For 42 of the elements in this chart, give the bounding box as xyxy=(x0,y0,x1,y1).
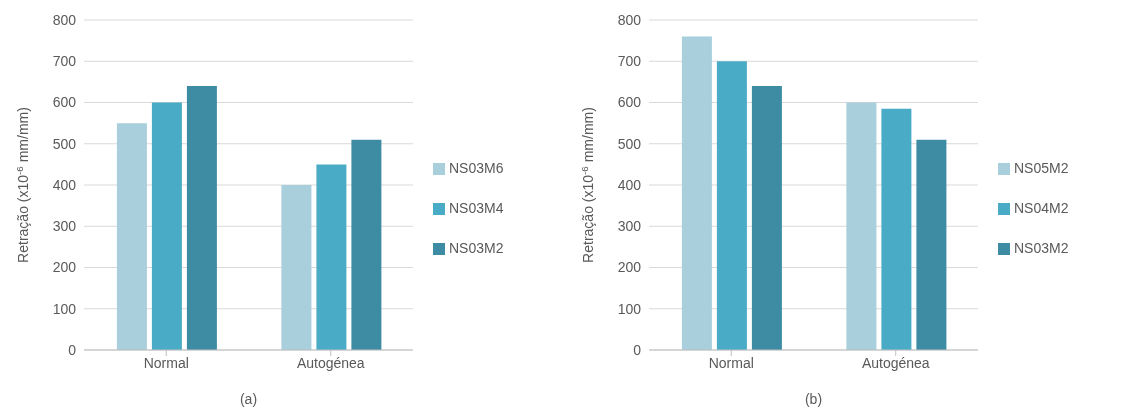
bar xyxy=(716,61,747,350)
y-tick-label: 500 xyxy=(52,135,77,152)
x-tick-label: Normal xyxy=(708,354,754,371)
bar xyxy=(681,36,712,350)
legend-label: NS03M2 xyxy=(1014,240,1069,256)
x-axis-title: (a) xyxy=(239,391,258,407)
bar xyxy=(151,102,182,350)
y-tick-label: 400 xyxy=(52,176,77,193)
x-tick-label: Autogénea xyxy=(296,354,365,371)
x-axis-title: (b) xyxy=(804,391,823,407)
y-tick-label: 800 xyxy=(617,11,642,28)
x-tick-label: Normal xyxy=(143,354,189,371)
bar xyxy=(116,123,147,350)
bar xyxy=(751,86,782,350)
legend-label: NS03M2 xyxy=(449,240,504,256)
bar xyxy=(281,185,312,350)
y-tick-label: 200 xyxy=(52,259,77,276)
y-tick-label: 200 xyxy=(617,259,642,276)
y-tick-label: 500 xyxy=(617,135,642,152)
bar xyxy=(316,164,347,350)
y-tick-label: 600 xyxy=(617,94,642,111)
y-tick-label: 0 xyxy=(68,341,77,358)
y-tick-label: 700 xyxy=(52,53,77,70)
y-tick-label: 600 xyxy=(52,94,77,111)
legend-label: NS03M4 xyxy=(449,200,504,216)
bar xyxy=(881,108,912,350)
legend-label: NS05M2 xyxy=(1014,160,1069,176)
y-tick-label: 300 xyxy=(617,218,642,235)
y-tick-label: 700 xyxy=(617,53,642,70)
y-tick-label: 100 xyxy=(52,300,77,317)
y-tick-label: 300 xyxy=(52,218,77,235)
legend-label: NS03M6 xyxy=(449,160,504,176)
bar xyxy=(186,86,217,350)
legend-label: NS04M2 xyxy=(1014,200,1069,216)
y-tick-label: 800 xyxy=(52,11,77,28)
bar xyxy=(351,139,382,350)
y-tick-label: 400 xyxy=(617,176,642,193)
y-tick-label: 0 xyxy=(633,341,642,358)
bar xyxy=(916,139,947,350)
bar xyxy=(846,102,877,350)
x-tick-label: Autogénea xyxy=(861,354,930,371)
y-tick-label: 100 xyxy=(617,300,642,317)
